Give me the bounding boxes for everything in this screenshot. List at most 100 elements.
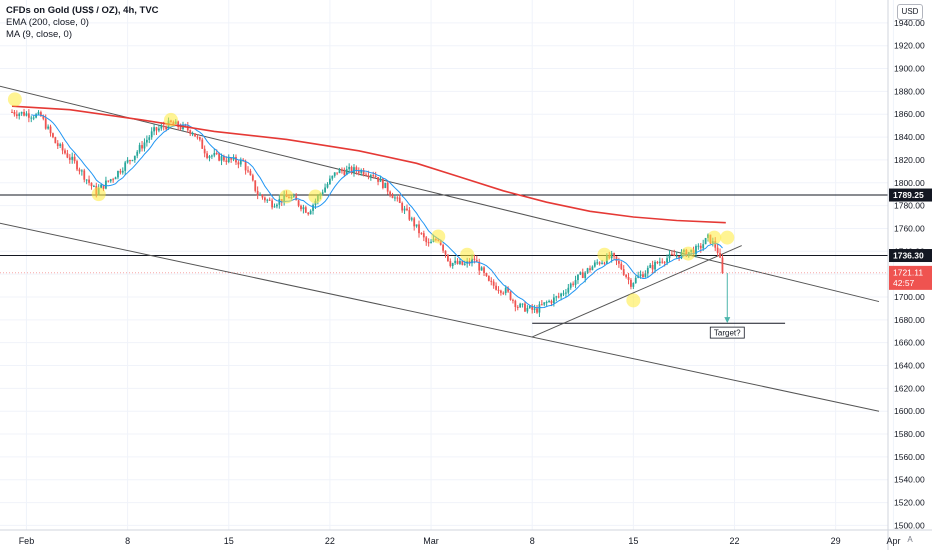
candle-down — [73, 156, 76, 162]
candle-up — [35, 114, 37, 118]
candle-down — [391, 195, 394, 199]
candle-down — [618, 261, 620, 264]
trendline — [0, 85, 880, 303]
candle-down — [268, 199, 271, 201]
candle-down — [497, 289, 500, 291]
candle-up — [704, 238, 707, 245]
candle-up — [117, 170, 119, 178]
candle-down — [413, 218, 416, 227]
candle-down — [141, 145, 143, 149]
candle-down — [502, 292, 505, 294]
candle-up — [148, 137, 151, 140]
y-tick-label: 1520.00 — [894, 498, 925, 508]
candle-up — [143, 142, 146, 149]
candle-up — [591, 266, 594, 271]
candle-up — [353, 167, 355, 173]
candle-up — [415, 224, 418, 227]
candle-up — [538, 304, 541, 313]
candle-up — [345, 169, 348, 175]
candle-up — [632, 282, 635, 287]
candle-up — [276, 204, 278, 207]
candle-down — [377, 177, 379, 182]
candle-down — [102, 184, 105, 189]
candle-up — [644, 273, 647, 278]
candle-up — [533, 308, 536, 310]
candle-up — [565, 292, 567, 294]
candle-down — [444, 250, 447, 255]
candle-up — [528, 305, 531, 309]
candle-up — [273, 206, 276, 208]
ma-indicator-label[interactable]: MA (9, close, 0) — [6, 29, 72, 40]
candle-down — [468, 261, 471, 264]
candle-down — [598, 262, 601, 264]
candle-down — [49, 126, 52, 134]
candle-up — [85, 179, 88, 181]
currency-button[interactable]: USD — [897, 4, 923, 20]
candle-down — [223, 156, 225, 161]
candle-down — [630, 279, 632, 287]
candle-down — [42, 116, 45, 119]
target-label: Target? — [714, 329, 741, 338]
candle-up — [459, 261, 461, 264]
candle-down — [422, 233, 425, 238]
candle-up — [471, 258, 473, 264]
y-tick-label: 1880.00 — [894, 86, 925, 96]
y-tick-label: 1500.00 — [894, 520, 925, 530]
y-tick-label: 1560.00 — [894, 452, 925, 462]
candle-down — [198, 137, 201, 140]
candle-down — [247, 170, 249, 172]
candle-up — [37, 112, 40, 115]
candle-down — [499, 290, 502, 293]
candle-down — [406, 208, 408, 211]
candle-down — [540, 304, 543, 306]
candle-down — [603, 262, 606, 264]
candle-down — [357, 171, 360, 173]
plot-area[interactable] — [0, 0, 888, 530]
candle-up — [71, 156, 74, 160]
candle-down — [225, 160, 228, 163]
symbol-title[interactable]: CFDs on Gold (US$ / OZ), 4h, TVC — [6, 5, 159, 16]
candle-down — [90, 182, 93, 187]
candle-up — [326, 184, 329, 188]
candle-down — [627, 277, 630, 280]
candle-down — [487, 275, 490, 281]
candle-down — [263, 197, 266, 201]
candle-down — [177, 121, 180, 127]
x-tick-label: 8 — [125, 536, 130, 546]
candle-up — [521, 303, 524, 305]
ema-indicator-label[interactable]: EMA (200, close, 0) — [6, 17, 89, 28]
auto-scale-button[interactable]: A — [907, 535, 913, 544]
level-price-badge — [889, 188, 932, 202]
y-tick-label: 1920.00 — [894, 41, 925, 51]
swing-highlight-circle — [7, 92, 22, 107]
candle-down — [235, 156, 237, 163]
candle-up — [654, 261, 656, 270]
candle-up — [569, 283, 572, 288]
candle-down — [589, 268, 591, 271]
candle-down — [254, 180, 257, 191]
level-price-badge-text: 1736.30 — [893, 251, 924, 261]
candle-down — [408, 210, 411, 220]
candle-down — [374, 175, 377, 178]
candle-down — [716, 247, 719, 253]
candle-up — [47, 126, 50, 129]
candle-up — [545, 302, 548, 304]
candle-down — [425, 237, 428, 243]
candle-up — [480, 267, 483, 271]
candle-down — [23, 111, 25, 116]
candle-up — [504, 287, 507, 293]
x-tick-label: 8 — [530, 536, 535, 546]
candle-up — [109, 179, 112, 182]
candle-down — [661, 261, 664, 263]
trendline — [0, 222, 880, 412]
candle-up — [567, 287, 570, 293]
candle-down — [44, 118, 47, 129]
candle-up — [278, 199, 281, 205]
candle-up — [150, 131, 153, 138]
candle-down — [56, 143, 59, 147]
candle-down — [536, 308, 538, 313]
candle-down — [678, 255, 681, 259]
y-tick-label: 1760.00 — [894, 223, 925, 233]
candle-up — [80, 170, 83, 172]
